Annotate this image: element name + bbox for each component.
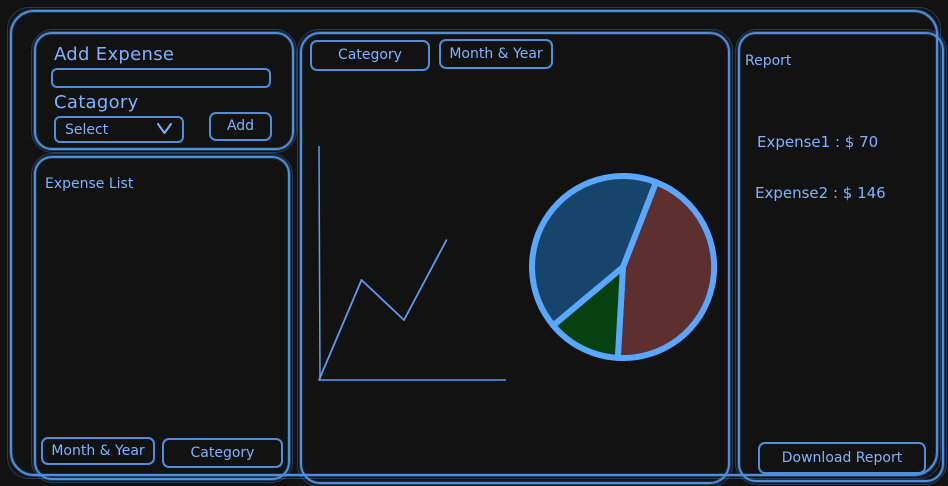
- filter-month-year-button[interactable]: Month & Year: [41, 437, 155, 465]
- report-title: Report: [745, 53, 792, 69]
- category-label: Catagory: [54, 92, 139, 113]
- app-frame: Add Expense Catagory Select Add Expense …: [7, 7, 947, 486]
- download-report-button[interactable]: Download Report: [758, 442, 926, 474]
- line-chart-y-axis: [318, 145, 321, 381]
- tab-category[interactable]: Category: [310, 40, 430, 71]
- category-select-value: Select: [65, 122, 109, 138]
- expense-list-panel: Expense List Month & Year Category: [31, 153, 293, 483]
- add-expense-panel: Add Expense Catagory Select Add: [31, 29, 297, 153]
- report-panel: Report Expense1 : $ 70 Expense2 : $ 146 …: [735, 29, 947, 485]
- expense-input[interactable]: [51, 68, 271, 88]
- pie-chart: [529, 173, 718, 362]
- report-expense-2: Expense2 : $ 146: [755, 184, 886, 202]
- chart-canvas: [318, 145, 718, 381]
- expense-list-title: Expense List: [45, 176, 134, 192]
- chart-panel: Category Month & Year: [297, 29, 733, 486]
- line-point-1: [318, 379, 320, 381]
- line-point-4: [445, 239, 448, 241]
- tab-month-year[interactable]: Month & Year: [439, 39, 553, 69]
- line-series: [318, 239, 448, 381]
- add-expense-title: Add Expense: [54, 44, 175, 65]
- chevron-down-icon: [157, 123, 172, 134]
- add-button[interactable]: Add: [209, 112, 272, 141]
- line-chart: [318, 145, 506, 381]
- line-point-2: [360, 279, 363, 281]
- filter-category-button[interactable]: Category: [162, 438, 283, 468]
- line-point-3: [403, 319, 405, 321]
- report-expense-1: Expense1 : $ 70: [757, 133, 879, 151]
- category-select[interactable]: Select: [54, 116, 184, 143]
- pie-slice-3: [529, 173, 659, 329]
